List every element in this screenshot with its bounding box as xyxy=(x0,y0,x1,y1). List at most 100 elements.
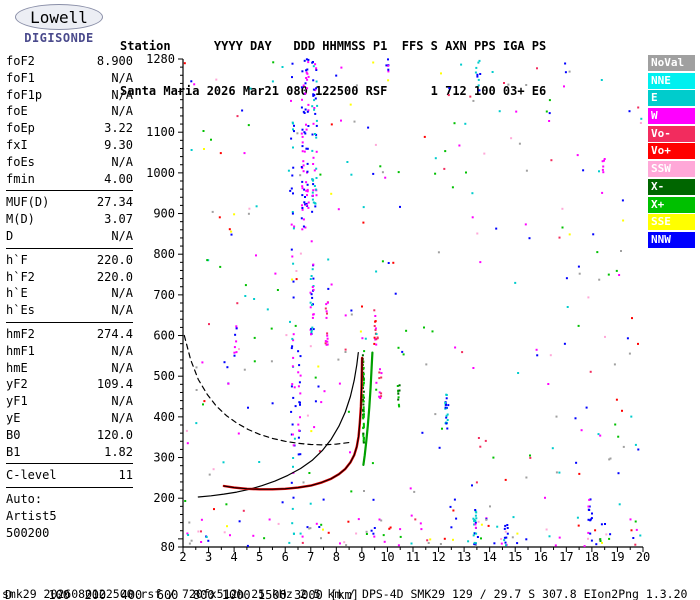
param-value: N/A xyxy=(111,303,133,318)
param-value: 3.22 xyxy=(104,121,133,136)
separator xyxy=(6,321,133,323)
svg-text:14: 14 xyxy=(482,550,496,564)
svg-text:17: 17 xyxy=(559,550,573,564)
param-value: 120.0 xyxy=(96,427,133,442)
param-footer-line: Artist5 xyxy=(6,508,57,523)
svg-text:16: 16 xyxy=(534,550,548,564)
param-row: foEs N/A xyxy=(6,154,133,171)
legend-item-nne: NNE xyxy=(648,72,695,89)
param-label: MUF(D) xyxy=(6,195,50,210)
param-row: D N/A xyxy=(6,228,133,245)
separator xyxy=(6,487,133,489)
param-footer-line: 500200 xyxy=(6,525,50,540)
param-row: yF1 N/A xyxy=(6,393,133,410)
param-row: yF2 109.4 xyxy=(6,376,133,393)
svg-text:4: 4 xyxy=(230,550,237,564)
param-label: yF2 xyxy=(6,377,28,392)
svg-text:200: 200 xyxy=(153,491,175,505)
legend-item-x: X+ xyxy=(648,196,695,213)
svg-text:8: 8 xyxy=(333,550,340,564)
separator xyxy=(6,190,133,192)
svg-text:20: 20 xyxy=(636,550,650,564)
svg-text:500: 500 xyxy=(153,369,175,383)
param-label: fxI xyxy=(6,137,28,152)
param-value: N/A xyxy=(111,343,133,358)
svg-text:600: 600 xyxy=(153,329,175,343)
param-label: foF1p xyxy=(6,87,43,102)
param-label: yF1 xyxy=(6,394,28,409)
param-value: 220.0 xyxy=(96,252,133,267)
svg-text:1280: 1280 xyxy=(146,52,175,66)
param-row: foEp 3.22 xyxy=(6,120,133,137)
param-value: N/A xyxy=(111,286,133,301)
svg-text:9: 9 xyxy=(358,550,365,564)
param-row: h`Es N/A xyxy=(6,302,133,319)
param-value: N/A xyxy=(111,410,133,425)
svg-text:15: 15 xyxy=(508,550,522,564)
svg-text:900: 900 xyxy=(153,207,175,221)
lowell-oval: Lowell xyxy=(15,4,103,30)
svg-text:7: 7 xyxy=(307,550,314,564)
param-row: B0 120.0 xyxy=(6,427,133,444)
svg-text:3: 3 xyxy=(205,550,212,564)
svg-text:1000: 1000 xyxy=(146,166,175,180)
param-label: h`F xyxy=(6,252,28,267)
param-label: C-level xyxy=(6,468,57,483)
ionogram-chart: 2 3 4 5 6 7 8 9 10 11 12 13 14 15 16 17 18 19 20 1280 1100 10… xyxy=(146,52,650,564)
param-value: N/A xyxy=(111,228,133,243)
param-row: M(D) 3.07 xyxy=(6,211,133,228)
legend-item-w: W xyxy=(648,108,695,125)
param-label: foEp xyxy=(6,121,35,136)
svg-text:18: 18 xyxy=(585,550,599,564)
param-label: foEs xyxy=(6,154,35,169)
param-row: B1 1.82 xyxy=(6,444,133,461)
param-value: 109.4 xyxy=(96,377,133,392)
svg-text:5: 5 xyxy=(256,550,263,564)
param-value: 274.4 xyxy=(96,326,133,341)
param-label: foF2 xyxy=(6,54,35,68)
param-label: hmF1 xyxy=(6,343,35,358)
param-value: 11 xyxy=(118,468,133,483)
param-value: 4.00 xyxy=(104,171,133,186)
logo: Lowell DIGISONDE xyxy=(6,4,112,50)
header-column-titles: Station YYYY DAY DDD HHMMSS P1 FFS S AXN… xyxy=(120,39,547,53)
noise-points xyxy=(183,58,643,548)
x-axis-ticks: 2 3 4 5 6 7 8 9 10 11 12 13 14 15 16 17 18 19 20 xyxy=(179,547,650,564)
param-row: fxI 9.30 xyxy=(6,137,133,154)
param-value: N/A xyxy=(111,394,133,409)
legend-item-ssw: SSW xyxy=(648,161,695,178)
param-value: 220.0 xyxy=(96,269,133,284)
param-value: 3.07 xyxy=(104,212,133,227)
svg-text:2: 2 xyxy=(179,550,186,564)
param-label: fmin xyxy=(6,171,35,186)
param-label: foE xyxy=(6,104,28,119)
axes xyxy=(182,59,643,548)
svg-text:11: 11 xyxy=(406,550,420,564)
svg-text:800: 800 xyxy=(153,247,175,261)
param-value: 8.900 xyxy=(96,54,133,68)
parameter-panel: foF2 8.900 foF1 N/A foF1p N/A foE N/A foEp 3.22 fx… xyxy=(6,53,133,542)
separator xyxy=(6,247,133,249)
svg-text:1100: 1100 xyxy=(146,125,175,139)
svg-text:300: 300 xyxy=(153,451,175,465)
svg-text:700: 700 xyxy=(153,288,175,302)
legend-item-sse: SSE xyxy=(648,214,695,231)
svg-text:6: 6 xyxy=(282,550,289,564)
param-label: B0 xyxy=(6,427,21,442)
param-row: foE N/A xyxy=(6,103,133,120)
legend-item-vo: Vo- xyxy=(648,125,695,142)
param-value: N/A xyxy=(111,104,133,119)
param-row: hmF1 N/A xyxy=(6,343,133,360)
d-row: D 100 200 400 600 800 1000 1500 3000 [km… xyxy=(5,588,360,600)
svg-text:19: 19 xyxy=(610,550,624,564)
param-label: h`E xyxy=(6,286,28,301)
svg-text:10: 10 xyxy=(380,550,394,564)
y-axis-ticks: 1280 1100 1000 900 800 700 600 500 400 300 200 80 xyxy=(146,52,183,554)
legend-item-e: E xyxy=(648,90,695,107)
param-row: foF1 N/A xyxy=(6,70,133,87)
param-row: foF1p N/A xyxy=(6,87,133,104)
legend: NoVal NNE E W Vo- Vo+ SSW X- X+ SSE NNW xyxy=(648,55,695,250)
param-row: h`F 220.0 xyxy=(6,252,133,269)
digisonde-text: DIGISONDE xyxy=(24,31,94,45)
distance-muf-table: D 100 200 400 600 800 1000 1500 3000 [km… xyxy=(5,563,366,600)
